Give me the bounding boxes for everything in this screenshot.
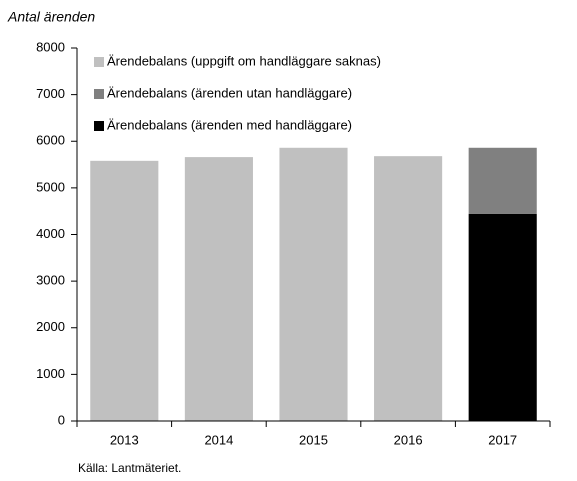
bar (374, 156, 443, 422)
y-axis-label: Antal ärenden (7, 9, 95, 25)
legend-label: Ärendebalans (ärenden med handläggare) (107, 117, 352, 132)
bar (468, 213, 537, 421)
y-tick-label: 8000 (36, 39, 65, 54)
x-tick-label: 2013 (110, 432, 139, 447)
y-tick-label: 4000 (36, 226, 65, 241)
y-tick-label: 7000 (36, 86, 65, 101)
x-tick-label: 2015 (299, 432, 328, 447)
legend-label: Ärendebalans (uppgift om handläggare sak… (107, 53, 381, 68)
x-tick-label: 2016 (394, 432, 423, 447)
y-tick-label: 6000 (36, 133, 65, 148)
source: Källa: Lantmäteriet. (78, 461, 181, 475)
x-tick-label: 2014 (204, 432, 233, 447)
y-tick-label: 2000 (36, 319, 65, 334)
legend-label: Ärendebalans (ärenden utan handläggare) (107, 85, 352, 100)
y-tick-label: 5000 (36, 179, 65, 194)
y-tick-label: 3000 (36, 273, 65, 288)
bar (468, 147, 537, 214)
x-tick-label: 2017 (488, 432, 517, 447)
bar (90, 160, 159, 421)
y-tick-label: 1000 (36, 366, 65, 381)
legend-swatch (94, 89, 104, 99)
y-tick-label: 0 (58, 412, 65, 427)
legend-swatch (94, 121, 104, 131)
bar (184, 157, 253, 422)
bar (279, 147, 348, 421)
legend-swatch (94, 57, 104, 67)
